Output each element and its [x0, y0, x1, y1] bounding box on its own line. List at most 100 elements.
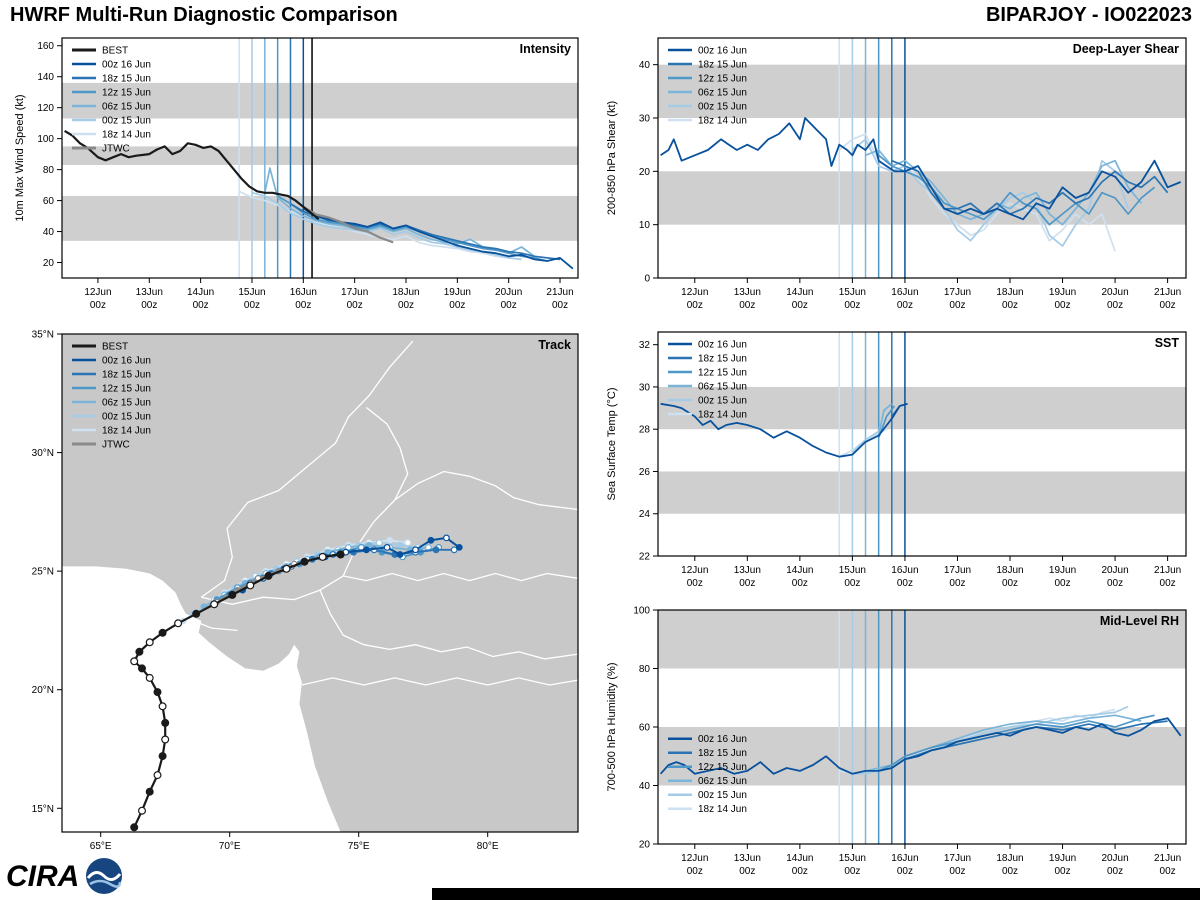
x-tick-label: 13Jun [136, 287, 163, 298]
y-axis-label: 10m Max Wind Speed (kt) [14, 94, 26, 221]
track-point [161, 735, 170, 744]
y-tick-label: 20 [43, 258, 55, 269]
category-band [658, 386, 1186, 430]
admin-border [319, 589, 579, 660]
x-tick-sublabel: 00z [244, 300, 260, 311]
legend-label: 06z 15 Jun [102, 102, 151, 113]
plot-frame [657, 331, 1187, 557]
series-18z-15-jun [891, 159, 1169, 215]
x-tick-sublabel: 00z [398, 300, 414, 311]
y-axis-label: Sea Surface Temp (°C) [606, 387, 618, 500]
track-point [138, 806, 147, 815]
x-tick-label: 16Jun [891, 853, 918, 864]
x-tick-label: 75°E [348, 841, 370, 852]
track-point [412, 546, 419, 554]
plot-frame [61, 333, 579, 833]
category-band [658, 471, 1186, 514]
legend-label: 00z 15 Jun [698, 790, 747, 801]
legend-label: 18z 14 Jun [102, 426, 151, 437]
x-tick-label: 21Jun [1154, 287, 1181, 298]
legend-label: 06z 15 Jun [102, 398, 151, 409]
y-tick-label: 0 [644, 274, 650, 285]
y-tick-label: 40 [639, 781, 651, 792]
track-point [135, 647, 144, 656]
legend-label: JTWC [102, 144, 130, 155]
track-point [158, 752, 167, 761]
x-tick-sublabel: 00z [1002, 578, 1018, 589]
series-best [64, 129, 320, 221]
y-tick-label: 28 [639, 425, 651, 436]
legend-label: 18z 14 Jun [102, 130, 151, 141]
x-tick-sublabel: 00z [141, 300, 157, 311]
y-tick-label: 100 [37, 134, 54, 145]
legend-label: 18z 14 Jun [698, 804, 747, 815]
x-tick-label: 80°E [477, 841, 499, 852]
series-00z-16-jun [660, 117, 1182, 221]
legend-label: 18z 15 Jun [698, 354, 747, 365]
x-tick-sublabel: 00z [295, 300, 311, 311]
x-tick-label: 16Jun [891, 565, 918, 576]
shear-panel: 0 10 20 30 40 12Jun 00z 13Jun 00z 14Jun 00z 15Jun 00… [600, 28, 1196, 324]
x-tick-sublabel: 00z [739, 866, 755, 877]
track-panel: 15°N 20°N 25°N 30°N 35°N 65°E 70°E 75°E 80°E Trac… [8, 326, 588, 874]
admin-border [342, 470, 579, 577]
x-tick-sublabel: 00z [1160, 300, 1176, 311]
x-tick-sublabel: 00z [1107, 578, 1123, 589]
admin-border [201, 572, 579, 605]
x-tick-sublabel: 00z [949, 300, 965, 311]
shear-chart: 0 10 20 30 40 12Jun 00z 13Jun 00z 14Jun 00z 15Jun 00… [606, 37, 1187, 311]
legend-label: 00z 15 Jun [698, 102, 747, 113]
track-point [153, 688, 162, 697]
series-00z-16-jun [659, 717, 1182, 775]
track-point [375, 539, 383, 547]
legend-label: 18z 15 Jun [102, 370, 151, 381]
x-tick-label: 16Jun [891, 287, 918, 298]
page-title: HWRF Multi-Run Diagnostic Comparison [10, 4, 398, 26]
x-tick-sublabel: 00z [1107, 300, 1123, 311]
x-tick-sublabel: 00z [792, 578, 808, 589]
x-tick-sublabel: 00z [897, 300, 913, 311]
x-tick-sublabel: 00z [739, 578, 755, 589]
x-tick-label: 14Jun [786, 853, 813, 864]
track-point [404, 539, 412, 547]
track-point [363, 546, 370, 554]
x-tick-sublabel: 00z [687, 866, 703, 877]
x-tick-label: 19Jun [444, 287, 471, 298]
x-tick-label: 13Jun [734, 287, 761, 298]
x-tick-label: 18Jun [996, 287, 1023, 298]
x-tick-label: 18Jun [996, 565, 1023, 576]
y-tick-label: 40 [43, 227, 55, 238]
rh-chart: 20 40 60 80 100 12Jun 00z 13Jun 00z 14Jun 00z 15Jun… [606, 606, 1187, 877]
x-tick-sublabel: 00z [897, 866, 913, 877]
category-band [62, 146, 578, 165]
legend-label: 18z 14 Jun [698, 116, 747, 127]
track-point [158, 628, 167, 637]
panel-title: SST [1155, 336, 1180, 350]
x-tick-label: 19Jun [1049, 565, 1076, 576]
track-point [246, 581, 255, 590]
legend-label: 00z 16 Jun [698, 340, 747, 351]
y-tick-label: 15°N [32, 804, 54, 815]
track-point [153, 771, 162, 780]
plot-frame [61, 37, 579, 279]
x-tick-label: 14Jun [187, 287, 214, 298]
track-point [455, 543, 463, 551]
y-tick-label: 60 [639, 723, 651, 734]
sst-panel: 22 24 26 28 30 32 12Jun 00z 13Jun 00z 14Jun 00z 15Ju… [600, 324, 1196, 600]
category-band [658, 727, 1186, 786]
x-tick-label: 20Jun [1101, 565, 1128, 576]
track-point [210, 600, 219, 609]
y-tick-label: 20°N [32, 685, 54, 696]
category-band [658, 64, 1186, 118]
x-tick-sublabel: 00z [792, 300, 808, 311]
x-tick-sublabel: 00z [552, 300, 568, 311]
x-tick-label: 15Jun [839, 853, 866, 864]
y-tick-label: 30°N [32, 448, 54, 459]
y-tick-label: 30 [639, 114, 651, 125]
y-tick-label: 160 [37, 41, 54, 52]
panel-title: Intensity [520, 42, 571, 56]
y-tick-label: 80 [43, 165, 55, 176]
legend-label: 00z 16 Jun [698, 734, 747, 745]
x-tick-label: 65°E [90, 841, 112, 852]
